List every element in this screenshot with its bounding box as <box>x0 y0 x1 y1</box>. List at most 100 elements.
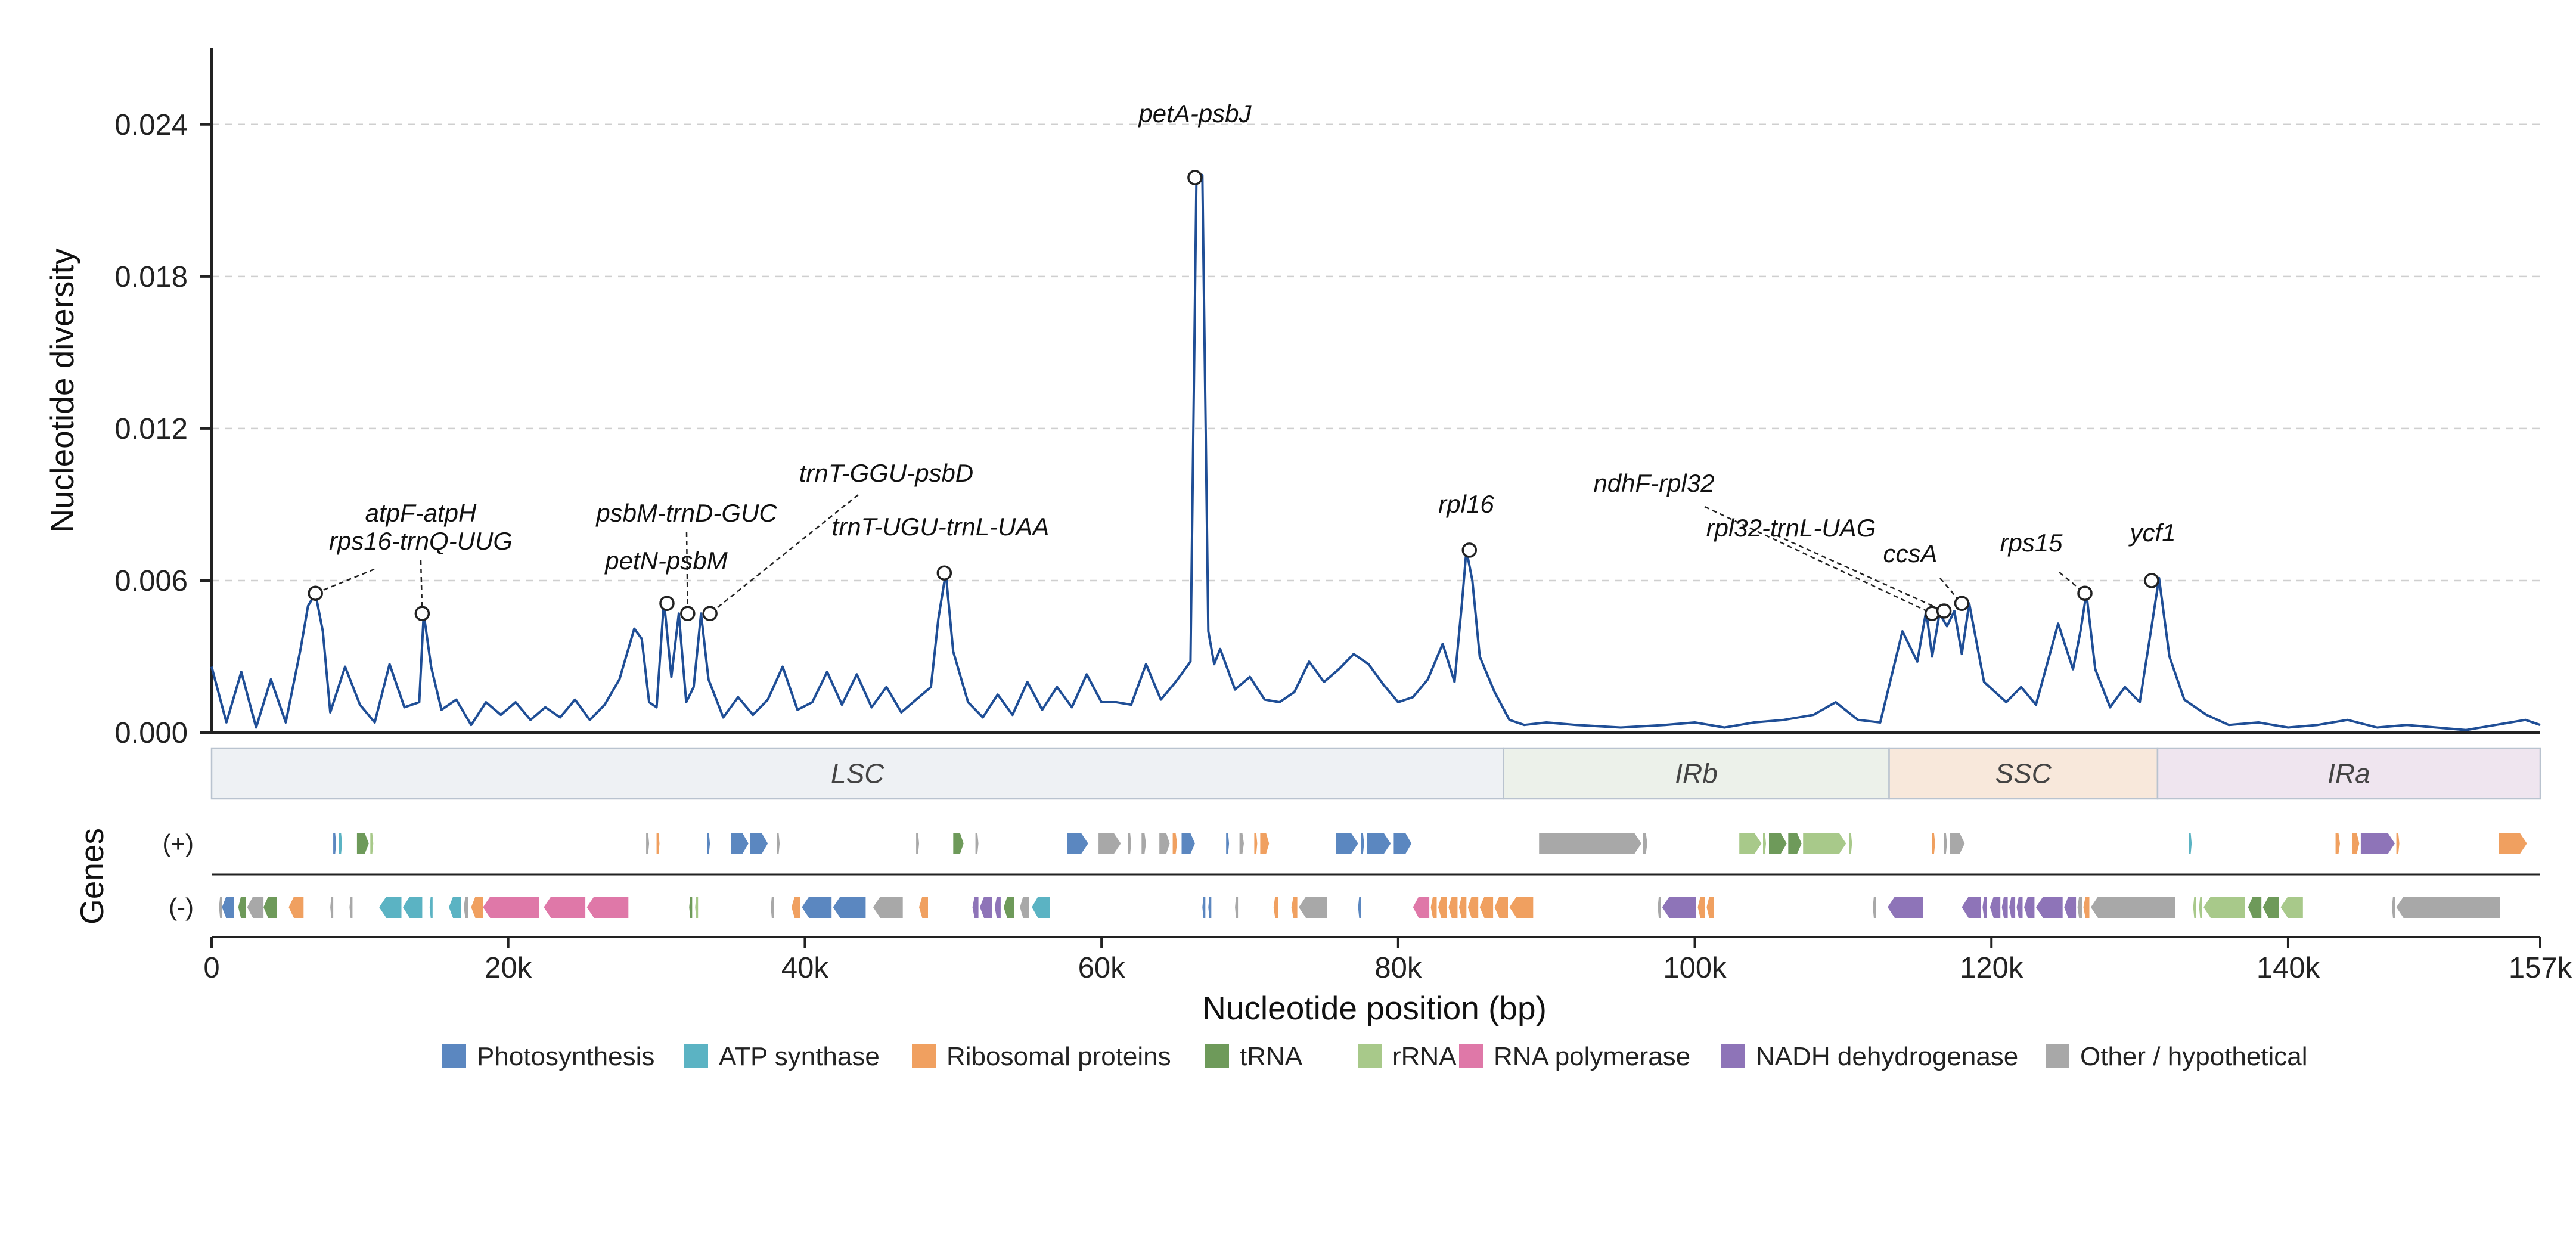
legend-swatch <box>684 1044 708 1068</box>
gene-arrow <box>1479 897 1494 918</box>
peak-marker <box>702 606 718 621</box>
gene-arrow <box>1361 833 1364 854</box>
gene-arrow <box>1020 897 1029 918</box>
gene-arrow <box>1367 833 1391 854</box>
region-label: SSC <box>1995 758 2052 789</box>
y-axis-title: Nucleotide diversity <box>44 248 80 532</box>
gene-arrow <box>1181 833 1195 854</box>
gene-arrow <box>1299 897 1327 918</box>
peak-marker <box>936 565 952 581</box>
gene-arrow <box>1990 897 2001 918</box>
gene-arrow <box>1458 897 1467 918</box>
gene-arrow <box>2248 897 2262 918</box>
peak-label: rps15 <box>2000 529 2063 557</box>
gene-arrow <box>1273 897 1278 918</box>
gene-arrow <box>1509 897 1534 918</box>
gene-arrow <box>792 897 800 918</box>
gene-arrow <box>2091 897 2175 918</box>
gene-arrow <box>771 897 774 918</box>
gene-arrow <box>219 897 222 918</box>
gene-arrow <box>1803 833 1846 854</box>
x-tick-label: 20k <box>485 952 532 984</box>
x-axis-title: Nucleotide position (bp) <box>1202 990 1547 1026</box>
legend-label: Photosynthesis <box>477 1042 654 1071</box>
gene-arrow <box>247 897 264 918</box>
gene-arrow <box>1849 833 1852 854</box>
gene-arrow <box>1239 833 1244 854</box>
gene-arrow <box>2016 897 2023 918</box>
gene-arrow <box>2262 897 2279 918</box>
peak-marker <box>1187 170 1203 185</box>
gene-arrow <box>2203 897 2245 918</box>
gene-arrow <box>1982 897 1987 918</box>
gene-arrow <box>1788 833 1802 854</box>
peak-label: rpl32-trnL-UAG <box>1706 514 1876 542</box>
gene-arrow <box>1032 897 1050 918</box>
gene-arrow <box>238 897 246 918</box>
gene-arrow <box>689 897 693 918</box>
legend-label: Other / hypothetical <box>2080 1042 2308 1071</box>
gene-arrow <box>1539 833 1641 854</box>
peak-marker <box>1954 596 1970 611</box>
peak-marker <box>308 585 323 601</box>
gene-arrow <box>919 897 928 918</box>
gene-arrow <box>1254 833 1258 854</box>
gene-arrow <box>2193 897 2196 918</box>
region-track: LSC IRb SSC IRa <box>210 747 2541 800</box>
gene-arrow <box>1393 833 1412 854</box>
gene-arrow <box>586 897 629 918</box>
gene-tracks: (+) (-) <box>163 829 2540 921</box>
gene-arrow <box>1697 897 1705 918</box>
gene-arrow <box>222 897 234 918</box>
gene-arrow <box>1226 833 1230 854</box>
peak-leader-line <box>420 560 423 614</box>
peak-marker <box>414 606 430 621</box>
gene-arrow <box>1202 897 1206 918</box>
y-tick-label: 0.012 <box>114 413 188 445</box>
gene-arrow <box>2189 833 2192 854</box>
peak-marker <box>659 596 675 611</box>
region-ira <box>2156 747 2541 800</box>
gene-arrow <box>1706 897 1714 918</box>
gene-arrow <box>483 897 539 918</box>
peak-label: petA-psbJ <box>1137 100 1252 128</box>
gene-arrow <box>2396 833 2400 854</box>
gene-arrow <box>339 833 342 854</box>
gene-arrow <box>1003 897 1014 918</box>
gene-arrow <box>1962 897 1981 918</box>
gene-arrow <box>953 833 964 854</box>
gene-arrow <box>1098 833 1121 854</box>
gene-arrow <box>833 897 866 918</box>
legend-label: Ribosomal proteins <box>946 1042 1171 1071</box>
gene-arrow <box>471 897 483 918</box>
gene-arrow <box>1662 897 1696 918</box>
legend-swatch <box>442 1044 466 1068</box>
gene-arrow <box>2360 833 2395 854</box>
gene-arrow <box>2001 897 2008 918</box>
gene-arrow <box>2396 897 2500 918</box>
peak-label: rps16-trnQ-UUG <box>329 527 513 555</box>
region-label: IRa <box>2327 758 2370 789</box>
y-tick-label: 0.006 <box>114 565 188 597</box>
gene-arrow <box>2335 833 2340 854</box>
gene-arrow <box>2199 897 2202 918</box>
genes-track-title: Genes <box>73 828 110 925</box>
gene-arrow <box>333 833 336 854</box>
gene-arrow <box>263 897 277 918</box>
region-label: IRb <box>1675 758 1718 789</box>
category-legend: Photosynthesis ATP synthase Ribosomal prot… <box>442 1042 2308 1071</box>
y-tick-label: 0.000 <box>114 717 188 749</box>
gene-arrow <box>1467 897 1479 918</box>
gene-arrow <box>980 897 992 918</box>
x-tick-label: 80k <box>1374 952 1422 984</box>
gene-arrow <box>1336 833 1358 854</box>
peak-label: trnT-UGU-trnL-UAA <box>832 513 1050 541</box>
legend-label: tRNA <box>1240 1042 1303 1071</box>
gene-arrow <box>1172 833 1177 854</box>
gene-arrow <box>1448 897 1458 918</box>
legend-swatch <box>2046 1044 2069 1068</box>
peak-leader-line <box>685 532 689 614</box>
region-ssc <box>1888 747 2159 800</box>
